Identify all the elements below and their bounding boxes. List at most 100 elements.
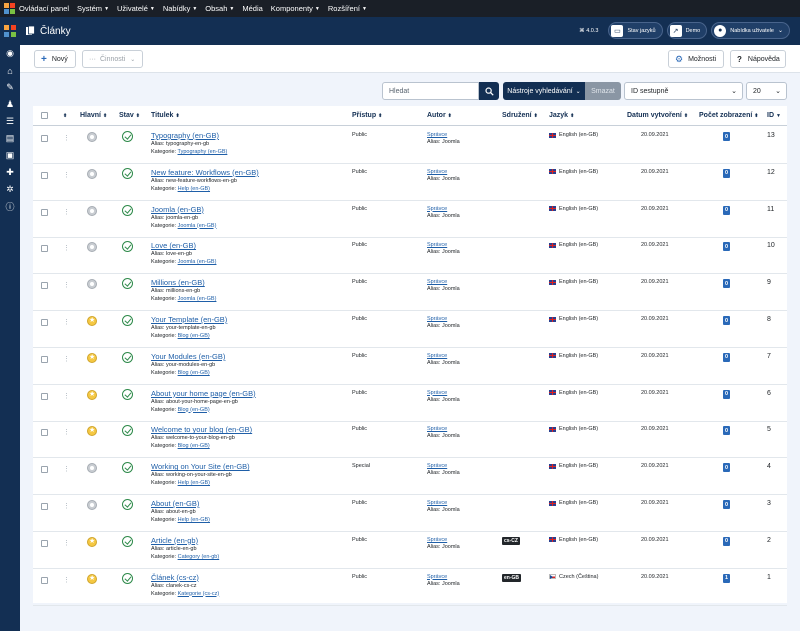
menubar-item[interactable]: Rozšíření ▼ (328, 4, 367, 13)
category-link[interactable]: Joomla (en-GB) (177, 296, 217, 303)
row-checkbox[interactable] (41, 576, 48, 584)
category-link[interactable]: Blog (en-GB) (177, 443, 210, 450)
association-column-header[interactable]: Sdružení ⬍ (502, 112, 538, 119)
row-checkbox[interactable] (41, 355, 48, 363)
row-checkbox[interactable] (41, 245, 48, 253)
article-title-link[interactable]: Love (en-GB) (151, 241, 197, 251)
drag-handle-icon[interactable]: ⋮ (63, 171, 70, 179)
search-button[interactable] (479, 82, 499, 100)
help-button[interactable]: ? Nápověda (730, 50, 786, 68)
wrench-icon[interactable]: ✎ (6, 82, 14, 92)
published-check-icon[interactable] (122, 278, 133, 290)
category-link[interactable]: Blog (en-GB) (177, 406, 210, 413)
author-column-header[interactable]: Autor ⬍ (427, 112, 452, 119)
demo-button[interactable]: ↗ Demo (666, 22, 708, 39)
article-title-link[interactable]: About (en-GB) (151, 499, 200, 508)
drag-handle-icon[interactable]: ⋮ (63, 576, 70, 584)
category-link[interactable]: Help (en-GB) (177, 480, 211, 487)
drag-handle-icon[interactable]: ⋮ (63, 503, 70, 510)
joomla-brand-logo[interactable] (0, 17, 20, 45)
row-checkbox[interactable] (41, 466, 48, 474)
author-link[interactable]: Správce (427, 279, 448, 286)
drag-handle-icon[interactable]: ⋮ (63, 355, 70, 363)
category-link[interactable]: Blog (en-GB) (177, 369, 210, 376)
article-title-link[interactable]: Joomla (en-GB) (151, 204, 204, 214)
info-icon[interactable]: ⓘ (5, 202, 15, 212)
article-title-link[interactable]: Typography (en-GB) (151, 131, 219, 140)
joomla-logo-icon[interactable] (4, 3, 15, 14)
category-link[interactable]: Kategorie (cs-cz) (177, 590, 220, 597)
row-checkbox[interactable] (41, 135, 48, 142)
unfeatured-icon[interactable] (87, 168, 97, 179)
title-column-header[interactable]: Titulek ⬍ (151, 112, 180, 119)
featured-star-icon[interactable] (87, 426, 97, 437)
category-link[interactable]: Joomla (en-GB) (177, 222, 217, 229)
article-title-link[interactable]: Millions (en-GB) (151, 278, 205, 288)
sort-select[interactable]: ID sestupně ⌄ (624, 82, 743, 100)
menubar-item[interactable]: Uživatelé ▼ (117, 4, 155, 13)
category-link[interactable]: Joomla (en-GB) (177, 259, 217, 266)
date-column-header[interactable]: Datum vytvoření ⬍ (627, 112, 688, 119)
drag-handle-icon[interactable]: ⋮ (63, 539, 70, 547)
row-checkbox[interactable] (41, 171, 48, 179)
drag-handle-icon[interactable]: ⋮ (63, 208, 70, 216)
published-check-icon[interactable] (122, 388, 133, 400)
article-title-link[interactable]: New feature: Workflows (en-GB) (151, 167, 259, 177)
association-badge[interactable]: en-GB (502, 573, 521, 582)
published-check-icon[interactable] (122, 572, 133, 584)
select-all-checkbox[interactable] (41, 112, 48, 119)
menubar-item[interactable]: Nabídky ▼ (163, 4, 197, 13)
drag-handle-icon[interactable]: ⋮ (63, 319, 70, 326)
article-title-link[interactable]: Welcome to your blog (en-GB) (151, 425, 253, 435)
published-check-icon[interactable] (122, 204, 133, 216)
status-column-header[interactable]: Stav ⬍ (119, 112, 140, 119)
author-link[interactable]: Správce (427, 242, 448, 249)
components-icon[interactable]: ✚ (6, 167, 14, 177)
author-link[interactable]: Správce (427, 500, 448, 506)
published-check-icon[interactable] (122, 462, 133, 474)
limit-select[interactable]: 20 ⌄ (746, 82, 787, 100)
menubar-item[interactable]: Systém ▼ (77, 4, 109, 13)
search-tools-button[interactable]: Nástroje vyhledávání ⌄ (503, 82, 585, 100)
author-link[interactable]: Správce (427, 463, 448, 470)
author-link[interactable]: Správce (427, 168, 448, 175)
author-link[interactable]: Správce (427, 573, 448, 580)
author-link[interactable]: Správce (427, 389, 448, 396)
article-title-link[interactable]: Working on Your Site (en-GB) (151, 462, 250, 472)
category-link[interactable]: Blog (en-GB) (177, 333, 210, 339)
unfeatured-icon[interactable] (87, 205, 97, 216)
published-check-icon[interactable] (122, 167, 133, 179)
unfeatured-icon[interactable] (87, 279, 97, 290)
language-column-header[interactable]: Jazyk ⬍ (549, 112, 574, 119)
menubar-item[interactable]: Obsah ▼ (205, 4, 234, 13)
author-link[interactable]: Správce (427, 205, 448, 212)
unfeatured-icon[interactable] (87, 242, 97, 253)
menus-icon[interactable]: ☰ (5, 116, 15, 126)
clear-button[interactable]: Smazat (585, 82, 621, 100)
featured-column-header[interactable]: Hlavní ⬍ (80, 112, 107, 119)
author-link[interactable]: Správce (427, 316, 448, 322)
media-icon[interactable]: ▣ (5, 150, 15, 160)
category-link[interactable]: Help (en-GB) (177, 517, 211, 523)
row-checkbox[interactable] (41, 503, 48, 510)
featured-star-icon[interactable] (87, 389, 97, 400)
published-check-icon[interactable] (122, 499, 133, 510)
extensions-icon[interactable]: ✲ (6, 184, 14, 194)
id-column-header[interactable]: ID ▼ (767, 112, 781, 119)
drag-handle-icon[interactable]: ⋮ (63, 135, 70, 142)
options-button[interactable]: ⚙ Možnosti (668, 50, 724, 68)
content-icon[interactable]: ▤ (5, 133, 15, 143)
published-check-icon[interactable] (122, 241, 133, 253)
published-check-icon[interactable] (122, 131, 133, 142)
article-title-link[interactable]: Your Modules (en-GB) (151, 351, 226, 361)
article-title-link[interactable]: About your home page (en-GB) (151, 388, 256, 398)
drag-handle-icon[interactable]: ⋮ (63, 466, 70, 474)
menubar-item[interactable]: Komponenty ▼ (271, 4, 320, 13)
menubar-item[interactable]: Média (242, 4, 262, 13)
association-badge[interactable]: cs-CZ (502, 536, 520, 545)
home-icon[interactable]: ⌂ (7, 65, 13, 76)
featured-star-icon[interactable] (87, 316, 97, 326)
drag-handle-icon[interactable]: ⋮ (63, 392, 70, 400)
featured-star-icon[interactable] (87, 352, 97, 363)
published-check-icon[interactable] (122, 535, 133, 547)
